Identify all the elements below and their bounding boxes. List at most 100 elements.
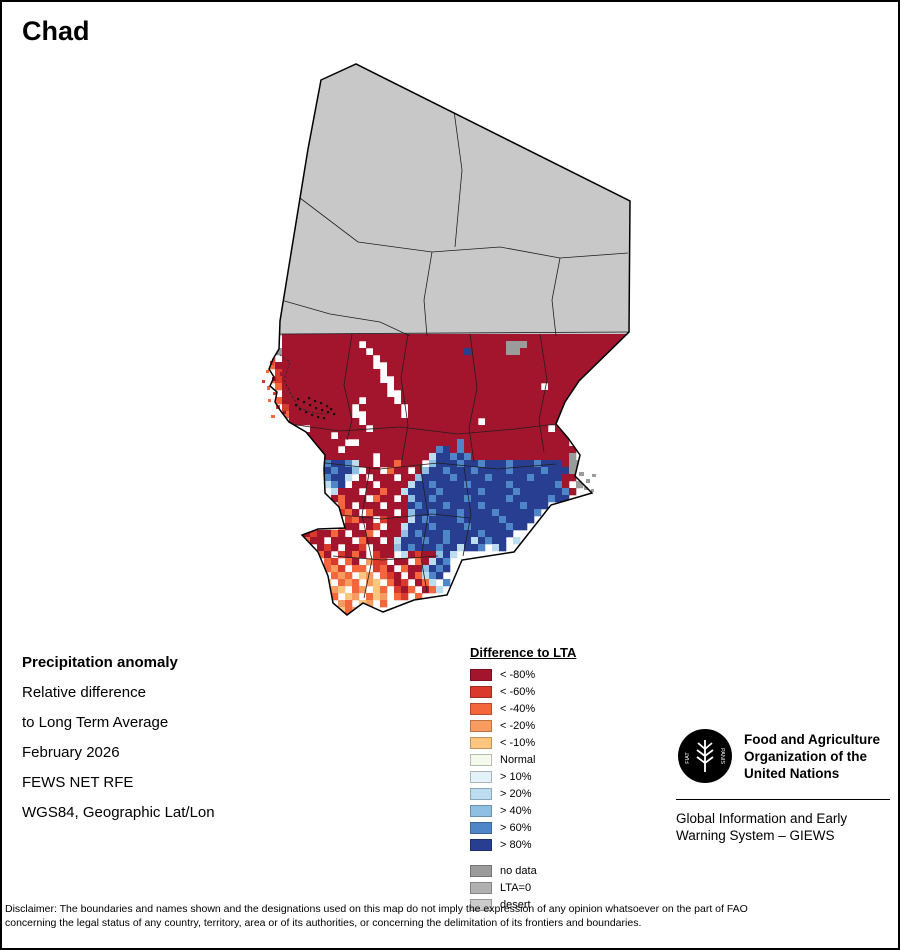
raster-cell [331,397,339,405]
raster-cell [373,404,381,412]
raster-cell [436,369,444,377]
raster-cell [422,390,430,398]
raster-cell [352,565,360,573]
raster-cell [450,397,458,405]
raster-cell [310,362,318,370]
raster-cell [373,495,381,503]
raster-cell [485,383,493,391]
raster-cell [534,432,542,440]
raster-cell [422,544,430,552]
raster-cell [478,376,486,384]
edge-speck [268,399,271,402]
raster-cell [310,530,318,538]
raster-cell [373,537,381,545]
raster-cell [569,397,577,405]
edge-speck [273,392,277,395]
raster-cell [401,558,409,566]
raster-cell [394,593,402,601]
edge-speck [271,415,275,418]
raster-cell [310,334,318,342]
raster-cell [422,446,430,454]
raster-cell [576,481,584,489]
raster-cell [373,397,381,405]
legend-label: > 10% [500,770,532,783]
edge-speck [592,474,596,477]
raster-cell [492,341,500,349]
raster-cell [520,369,528,377]
raster-cell [415,579,423,587]
raster-cell [492,537,500,545]
raster-cell [457,376,465,384]
raster-cell [520,446,528,454]
raster-cell [506,523,514,531]
raster-cell [331,362,339,370]
raster-cell [499,439,507,447]
raster-cell [499,432,507,440]
raster-cell [275,362,283,370]
raster-cell [457,502,465,510]
raster-cell [499,460,507,468]
raster-cell [408,418,416,426]
raster-cell [548,467,556,475]
raster-cell [457,390,465,398]
raster-cell [352,334,360,342]
raster-cell [527,509,535,517]
raster-cell [611,341,619,349]
raster-cell [275,397,283,405]
raster-cell [457,404,465,412]
raster-cell [478,425,486,433]
raster-cell [338,418,346,426]
raster-cell [366,537,374,545]
raster-cell [429,509,437,517]
legend-swatch [470,702,492,715]
raster-cell [436,425,444,433]
raster-cell [394,348,402,356]
raster-cell [380,481,388,489]
raster-cell [366,481,374,489]
raster-cell [478,544,486,552]
raster-cell [359,474,367,482]
boundary-dot [308,397,311,400]
legend-swatch [470,753,492,766]
raster-cell [296,383,304,391]
raster-cell [520,453,528,461]
raster-cell [506,411,514,419]
raster-cell [492,397,500,405]
raster-cell [555,467,563,475]
raster-cell [485,404,493,412]
raster-cell [422,474,430,482]
raster-cell [534,390,542,398]
raster-cell [359,369,367,377]
raster-cell [380,600,388,608]
raster-cell [590,341,598,349]
raster-cell [443,348,451,356]
raster-cell [499,376,507,384]
raster-cell [436,488,444,496]
raster-cell [450,537,458,545]
raster-cell [534,376,542,384]
raster-cell [527,474,535,482]
raster-cell [380,439,388,447]
raster-cell [373,446,381,454]
raster-cell [352,369,360,377]
legend-label: > 20% [500,787,532,800]
raster-cell [457,334,465,342]
raster-cell [338,348,346,356]
raster-cell [527,418,535,426]
legend-swatch [470,864,492,877]
raster-cell [415,348,423,356]
raster-cell [415,411,423,419]
raster-cell [443,488,451,496]
raster-cell [562,383,570,391]
raster-cell [373,348,381,356]
raster-cell [429,439,437,447]
raster-cell [513,481,521,489]
raster-cell [303,383,311,391]
raster-cell [408,565,416,573]
raster-cell [604,348,612,356]
raster-cell [422,383,430,391]
raster-cell [562,362,570,370]
raster-cell [541,502,549,510]
raster-cell [520,397,528,405]
raster-cell [415,425,423,433]
